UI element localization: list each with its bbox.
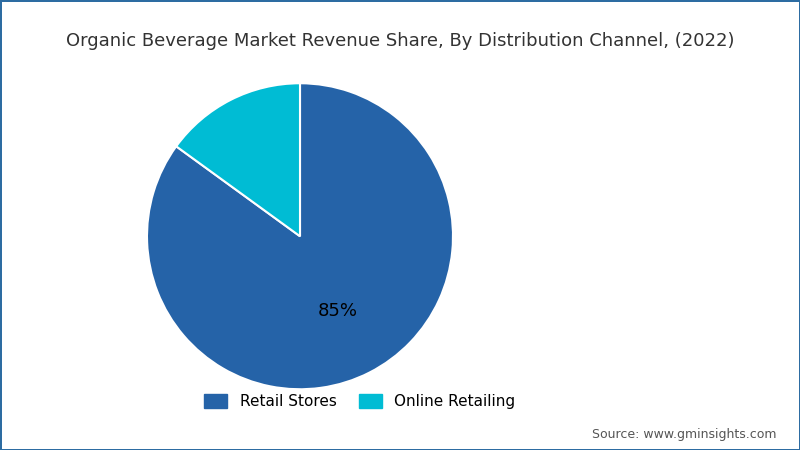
Wedge shape	[176, 83, 300, 236]
Text: 85%: 85%	[318, 302, 358, 320]
Wedge shape	[147, 83, 453, 389]
Text: Source: www.gminsights.com: Source: www.gminsights.com	[591, 428, 776, 441]
Text: Organic Beverage Market Revenue Share, By Distribution Channel, (2022): Organic Beverage Market Revenue Share, B…	[66, 32, 734, 50]
Legend: Retail Stores, Online Retailing: Retail Stores, Online Retailing	[198, 388, 522, 415]
